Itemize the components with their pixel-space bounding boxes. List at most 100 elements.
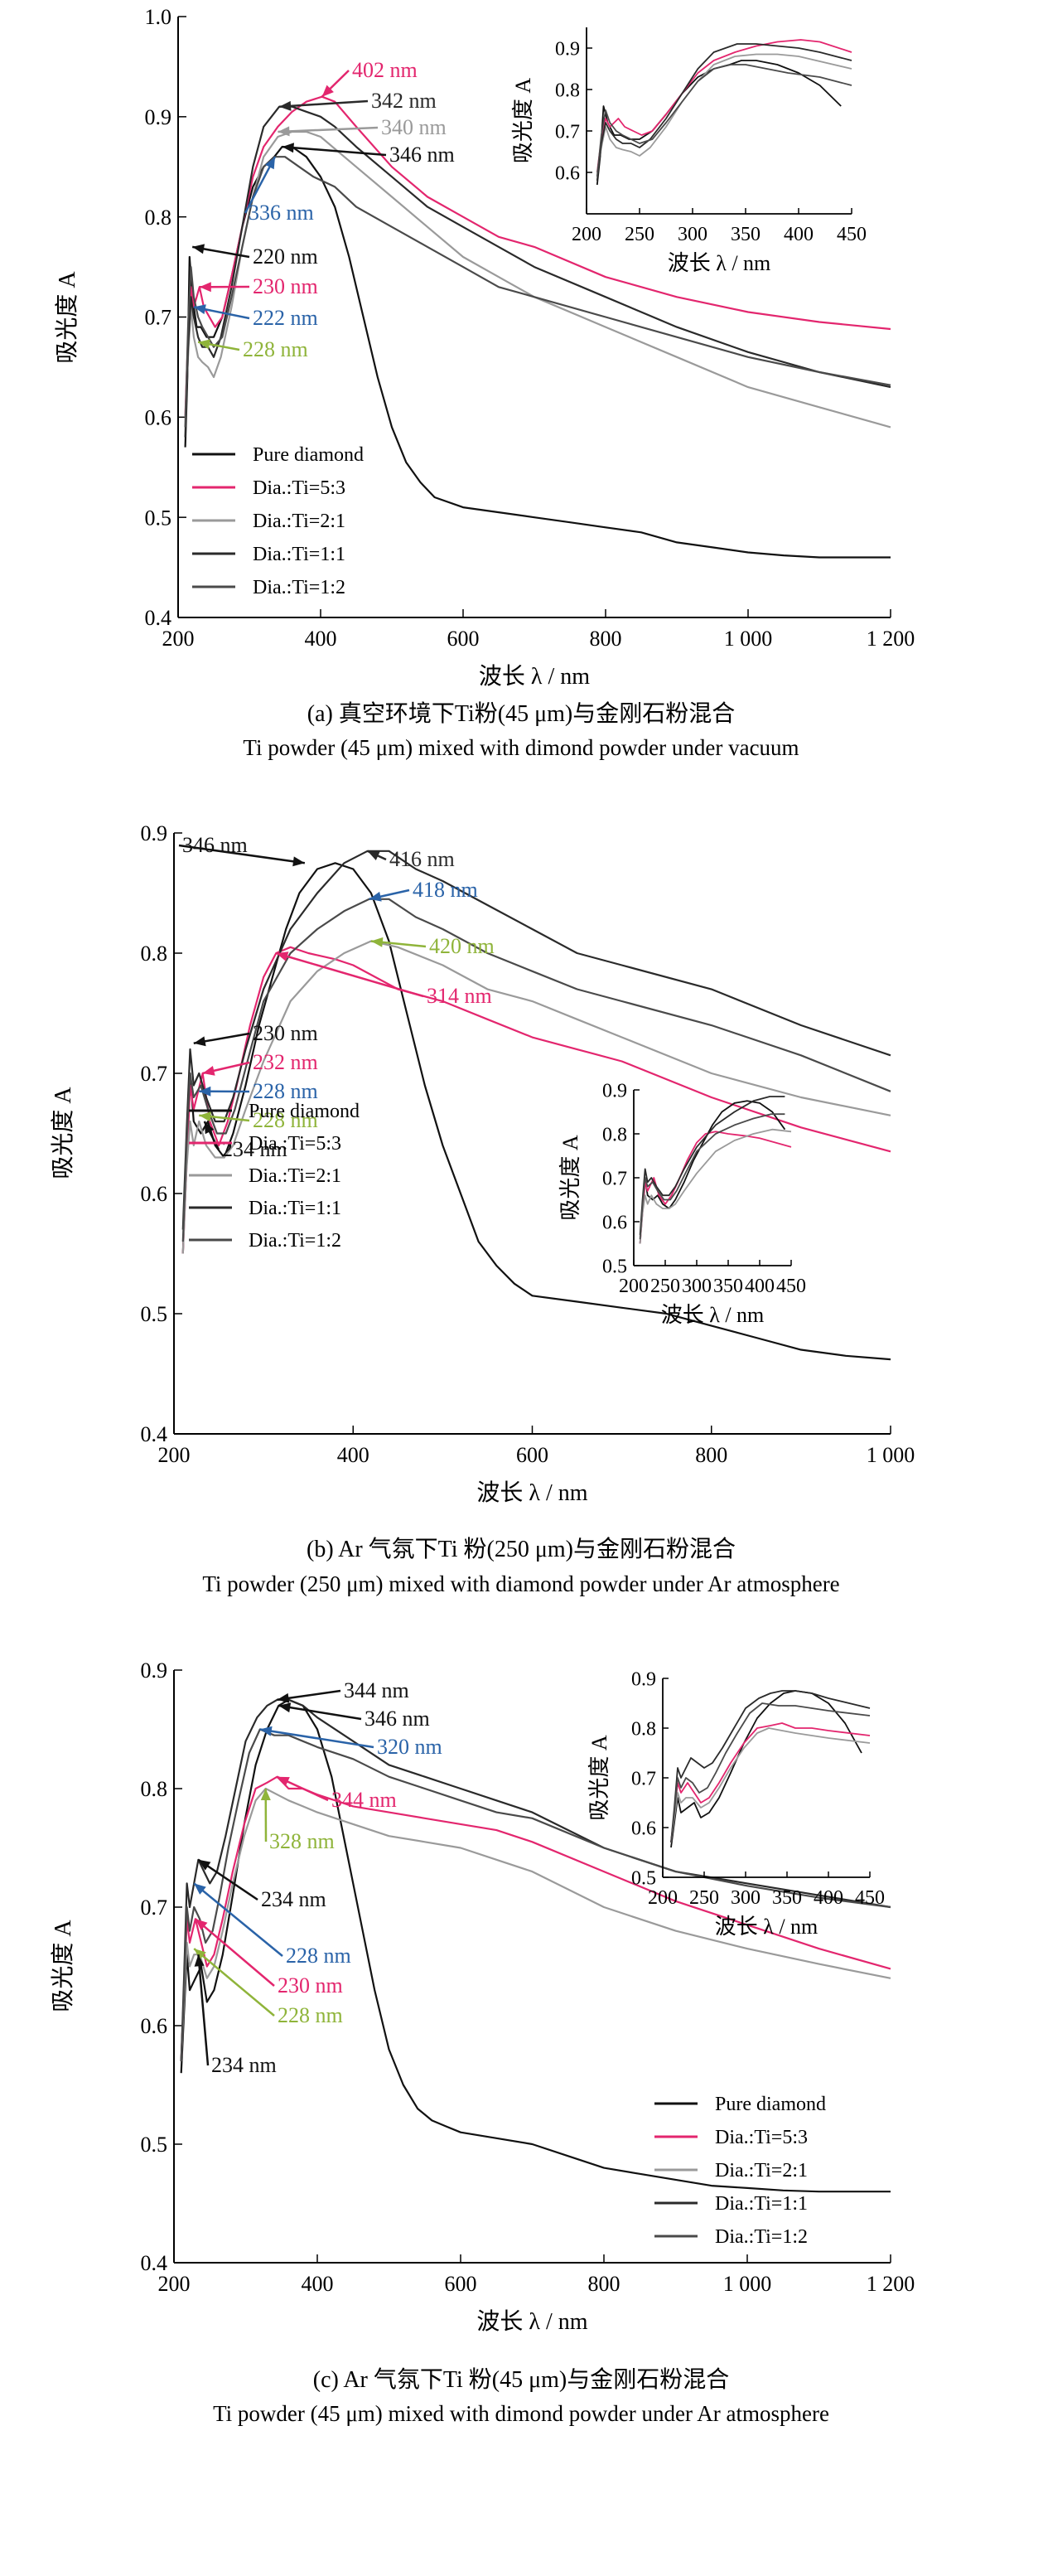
peak-annotation: 342 nm xyxy=(279,89,437,113)
y-tick-label: 0.4 xyxy=(145,606,172,630)
legend-label: Dia.:Ti=5:3 xyxy=(249,1133,341,1155)
y-tick-label: 0.7 xyxy=(555,121,580,143)
y-tick-label: 0.6 xyxy=(631,1818,656,1839)
x-tick-label: 200 xyxy=(162,627,195,651)
y-tick-label: 0.5 xyxy=(602,1256,627,1277)
peak-annotation: 228 nm xyxy=(193,1882,351,1968)
annotation-arrow xyxy=(275,951,424,998)
annotation-arrowhead xyxy=(278,1702,292,1713)
annotation-arrowhead xyxy=(194,1949,206,1960)
caption-chinese: (c) Ar 气氛下Ti 粉(45 μm)与金刚石粉混合 xyxy=(313,2366,729,2393)
x-tick-label: 200 xyxy=(648,1887,678,1909)
annotation-arrowhead xyxy=(193,304,206,315)
peak-label: 336 nm xyxy=(249,201,314,225)
x-tick-label: 400 xyxy=(784,224,814,245)
peak-annotation: 228 nm xyxy=(199,1108,318,1132)
x-axis-title: 波长 λ / nm xyxy=(476,1479,587,1506)
series-line-dia-ti-1-1 xyxy=(670,1690,871,1843)
annotation-arrowhead xyxy=(321,85,334,97)
peak-label: 228 nm xyxy=(253,1079,318,1103)
peak-label: 344 nm xyxy=(331,1788,397,1812)
y-tick-label: 0.7 xyxy=(141,1062,168,1086)
y-tick-label: 0.8 xyxy=(631,1718,656,1740)
caption-chinese: (b) Ar 气氛下Ti 粉(250 μm)与金刚石粉混合 xyxy=(307,1536,736,1562)
legend-label: Dia.:Ti=1:2 xyxy=(253,577,345,598)
annotation-arrowhead xyxy=(198,339,210,350)
series-line-dia-ti-1-2 xyxy=(670,1702,871,1843)
y-tick-label: 0.6 xyxy=(141,1182,168,1206)
peak-label: 234 nm xyxy=(222,1137,287,1161)
legend-label: Dia.:Ti=1:2 xyxy=(249,1230,341,1252)
peak-annotation: 336 nm xyxy=(244,156,314,225)
peak-label: 228 nm xyxy=(253,1108,318,1132)
y-tick-label: 0.8 xyxy=(555,80,580,101)
annotation-arrowhead xyxy=(193,1036,206,1047)
inset-x-axis-title: 波长 λ / nm xyxy=(715,1915,818,1939)
x-tick-label: 250 xyxy=(650,1276,680,1297)
peak-annotation: 344 nm xyxy=(277,1775,397,1812)
x-tick-label: 400 xyxy=(305,627,337,651)
annotation-arrowhead xyxy=(202,1066,215,1076)
peak-annotation: 416 nm xyxy=(367,847,455,871)
inset-series-group xyxy=(596,39,852,186)
x-tick-label: 400 xyxy=(814,1887,843,1909)
peak-annotation: 402 nm xyxy=(321,58,418,98)
annotation-arrow xyxy=(193,1948,275,2017)
y-tick-label: 0.7 xyxy=(141,1896,168,1920)
legend: Pure diamond Dia.:Ti=5:3 Dia.:Ti=2:1 Dia.:T… xyxy=(654,2094,826,2248)
annotation-arrowhead xyxy=(277,1776,290,1786)
y-tick-label: 0.8 xyxy=(141,942,168,966)
y-tick-label: 0.7 xyxy=(145,306,172,330)
series-line-dia-ti-1-1 xyxy=(184,105,891,438)
legend-label: Dia.:Ti=1:1 xyxy=(253,544,345,565)
annotation-arrowhead xyxy=(279,100,292,111)
annotation-arrowhead xyxy=(282,143,294,153)
x-tick-label: 250 xyxy=(625,224,654,245)
y-tick-label: 0.8 xyxy=(141,1777,168,1801)
x-tick-label: 800 xyxy=(695,1443,727,1467)
peak-annotation: 346 nm xyxy=(278,1702,430,1731)
x-tick-label: 350 xyxy=(772,1887,802,1909)
y-tick-label: 0.4 xyxy=(141,2251,168,2275)
annotation-arrowhead xyxy=(195,1919,208,1930)
peak-annotation: 234 nm xyxy=(197,1858,326,1911)
x-tick-label: 300 xyxy=(682,1276,712,1297)
peak-label: 230 nm xyxy=(253,1021,318,1045)
x-tick-label: 1 000 xyxy=(867,1443,915,1467)
legend-label: Pure diamond xyxy=(715,2094,826,2115)
axes: 200 400 600 800 1 000 0.4 0.5 0.6 0.7 0.8 0.9 xyxy=(141,821,915,1467)
axes: 200 400 600 800 1 000 1 200 0.4 0.5 0.6 0.7 0.8 0.9… xyxy=(145,5,915,651)
annotation-arrowhead xyxy=(194,1954,205,1967)
peak-label: 232 nm xyxy=(253,1050,318,1074)
series-line-pure-diamond xyxy=(180,1698,891,2193)
legend-label: Dia.:Ti=2:1 xyxy=(715,2160,808,2181)
inset-axes: 200 250 300 350 400 450 0.5 0.6 0.7 0.8 0.9 xyxy=(602,1080,806,1297)
y-axis-title: 吸光度 A xyxy=(50,1920,76,2012)
peak-label: 228 nm xyxy=(286,1944,351,1968)
caption-english: Ti powder (250 μm) mixed with diamond po… xyxy=(202,1571,839,1596)
annotation-arrow xyxy=(193,1882,283,1957)
peak-annotation: 228 nm xyxy=(199,1079,318,1103)
series-line-dia-ti-2-1 xyxy=(670,1727,871,1843)
y-tick-label: 0.6 xyxy=(145,405,172,429)
y-tick-label: 0.7 xyxy=(631,1768,656,1789)
y-tick-label: 0.6 xyxy=(141,2014,168,2038)
x-axis-title: 波长 λ / nm xyxy=(479,663,590,690)
inset-axes: 200 250 300 350 400 450 0.6 0.7 0.8 0.9 xyxy=(555,27,867,245)
annotation-arrowhead xyxy=(199,1086,211,1097)
peak-label: 420 nm xyxy=(429,934,495,958)
x-tick-label: 300 xyxy=(731,1887,761,1909)
peak-label: 402 nm xyxy=(352,58,418,82)
series-line-dia-ti-1-2 xyxy=(596,64,852,177)
legend-label: Pure diamond xyxy=(253,444,364,466)
x-tick-label: 450 xyxy=(855,1887,885,1909)
series-line-pure-diamond xyxy=(596,60,842,186)
axes: 200 400 600 800 1 000 1 200 0.4 0.5 0.6 0.7 0.8 0.9 xyxy=(141,1658,915,2296)
series-line-dia-ti-2-1 xyxy=(181,940,891,1254)
x-tick-label: 600 xyxy=(516,1443,548,1467)
y-tick-label: 0.8 xyxy=(145,206,172,230)
peak-label: 346 nm xyxy=(389,143,455,167)
x-tick-label: 250 xyxy=(689,1887,719,1909)
peak-label: 416 nm xyxy=(389,847,455,871)
peak-annotation: 234 nm xyxy=(194,1954,277,2077)
